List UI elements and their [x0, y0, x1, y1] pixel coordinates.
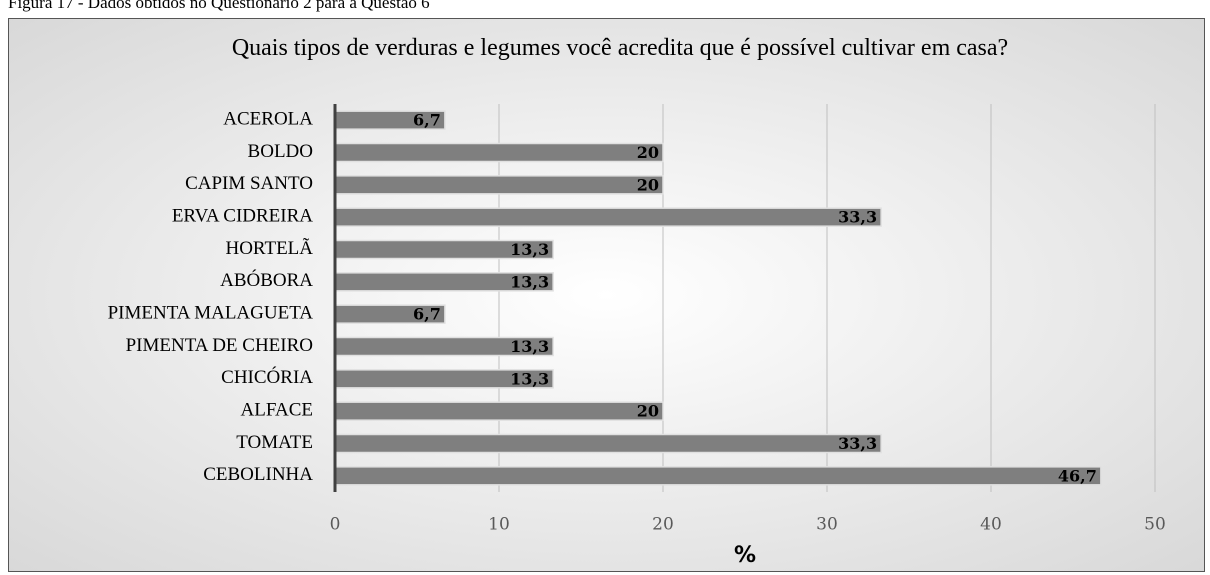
- bar: [334, 466, 1102, 486]
- y-tick-label: ALFACE: [241, 400, 313, 421]
- chart-frame: [8, 18, 1205, 572]
- x-tick-label: 20: [652, 515, 674, 535]
- chart-title: Quais tipos de verduras e legumes você a…: [231, 35, 1009, 61]
- data-label: 6,7: [413, 111, 441, 130]
- data-label: 6,7: [413, 305, 441, 324]
- y-tick-label: PIMENTA DE CHEIRO: [126, 335, 313, 356]
- y-tick-label: ERVA CIDREIRA: [172, 206, 313, 227]
- data-label: 33,3: [838, 434, 877, 453]
- data-label: 33,3: [838, 208, 877, 227]
- bar: [334, 433, 882, 454]
- y-tick-label: BOLDO: [248, 141, 313, 162]
- x-tick-label: 10: [488, 515, 510, 535]
- bar: [334, 207, 882, 227]
- data-label: 13,3: [510, 240, 549, 259]
- y-tick-label: ACEROLA: [223, 109, 313, 130]
- data-label: 20: [637, 402, 659, 421]
- caption: Figura 17 - Dados obtidos no Questionári…: [8, 0, 430, 12]
- bar: [334, 401, 664, 421]
- x-axis-label: %: [734, 543, 756, 568]
- data-label: 13,3: [510, 272, 549, 291]
- y-tick-label: TOMATE: [236, 432, 313, 453]
- data-label: 13,3: [510, 369, 549, 388]
- y-tick-label: ABÓBORA: [220, 269, 313, 291]
- x-tick-label: 40: [980, 515, 1002, 535]
- y-tick-label: CAPIM SANTO: [185, 173, 313, 194]
- bar: [334, 175, 664, 195]
- y-tick-label: CHICÓRIA: [221, 366, 313, 388]
- data-label: 20: [637, 175, 659, 194]
- x-tick-label: 30: [816, 515, 838, 535]
- data-label: 13,3: [510, 337, 549, 356]
- y-tick-label: HORTELÃ: [225, 237, 313, 259]
- x-tick-label: 0: [330, 515, 341, 535]
- y-tick-label: PIMENTA MALAGUETA: [108, 303, 314, 324]
- data-label: 46,7: [1058, 466, 1097, 485]
- y-tick-label: CEBOLINHA: [203, 464, 313, 485]
- bar: [334, 142, 664, 163]
- x-tick-label: 50: [1144, 515, 1166, 535]
- data-label: 20: [637, 143, 659, 162]
